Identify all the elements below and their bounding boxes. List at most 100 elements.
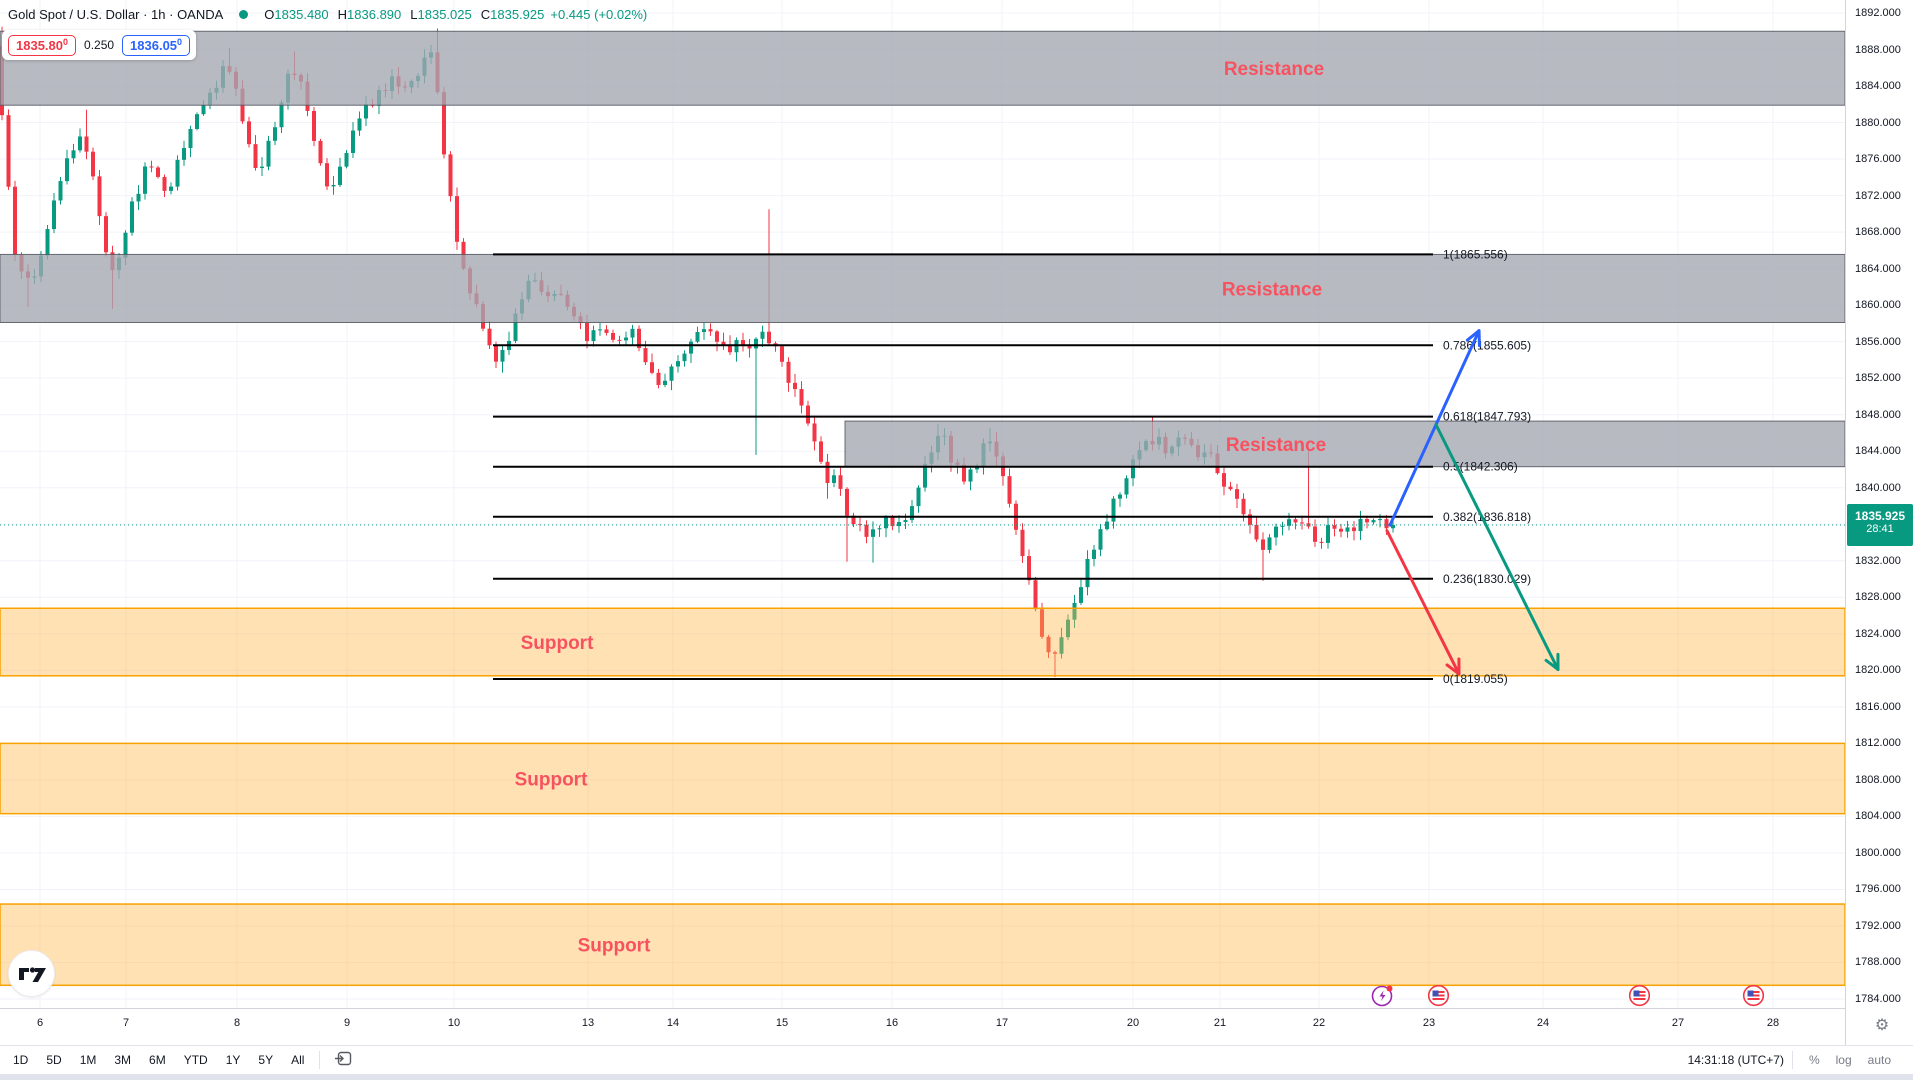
us-flag-event-icon[interactable] xyxy=(1427,984,1450,1007)
zone-label: Resistance xyxy=(1222,279,1322,300)
us-flag-event-icon[interactable] xyxy=(1628,984,1651,1007)
time-axis[interactable]: 6 7 8 9 10 13 14 15 16 17 20 21 22 23 24 27 28 xyxy=(0,1008,1845,1045)
candle xyxy=(331,184,336,187)
candle xyxy=(1313,526,1317,542)
log-scale-button[interactable]: log xyxy=(1835,1053,1852,1067)
candle xyxy=(1391,524,1395,529)
zone-label: Resistance xyxy=(1226,435,1326,456)
percent-scale-button[interactable]: % xyxy=(1808,1053,1820,1067)
range-button-1y[interactable]: 1Y xyxy=(225,1053,241,1067)
price-axis-label: 1784.000 xyxy=(1855,993,1901,1005)
us-flag-event-icon[interactable] xyxy=(1742,984,1765,1007)
go-to-date-button[interactable] xyxy=(328,1048,359,1072)
candle xyxy=(1248,514,1252,525)
candle xyxy=(1300,522,1304,524)
candle xyxy=(195,114,199,129)
axis-settings-gear-icon[interactable]: ⚙ xyxy=(1874,1017,1890,1034)
last-price-value: 1835.925 xyxy=(1854,508,1906,523)
candle xyxy=(1332,525,1337,529)
range-button-5y[interactable]: 5Y xyxy=(258,1053,274,1067)
rejection-projection-arrow[interactable] xyxy=(1434,423,1560,671)
candlestick-chart[interactable]: Resistance Resistance Resistance Support Sup… xyxy=(0,0,1845,1008)
rejection-projection-arrow-shaft xyxy=(1434,423,1560,671)
symbol-title[interactable]: Gold Spot / U.S. Dollar · 1h · OANDA xyxy=(8,6,224,22)
price-axis-label: 1844.000 xyxy=(1855,445,1901,458)
time-axis-label: 8 xyxy=(233,1017,241,1029)
bearish-projection-arrow[interactable] xyxy=(1385,529,1461,676)
resistance-zone[interactable] xyxy=(844,420,1845,468)
change-value: +0.445 (+0.02%) xyxy=(550,6,648,22)
market-status-icon[interactable] xyxy=(239,9,249,19)
session-clock[interactable]: 14:31:18 (UTC+7) xyxy=(1687,1053,1784,1067)
candle xyxy=(182,148,186,160)
candle xyxy=(13,186,17,255)
candle xyxy=(825,461,830,483)
price-axis[interactable]: 1835.925 28:41 1892.000 1888.000 1884.000 1… xyxy=(1845,0,1913,1045)
tradingview-logo[interactable] xyxy=(8,950,55,997)
calendar-arrow-icon xyxy=(335,1051,352,1066)
range-button-5d[interactable]: 5D xyxy=(46,1053,62,1067)
ohlc-o: O1835.480 xyxy=(264,6,329,22)
candle xyxy=(598,329,602,331)
candle xyxy=(780,346,784,362)
candle xyxy=(1261,539,1265,550)
price-axis-label: 1864.000 xyxy=(1855,262,1901,275)
candle xyxy=(455,196,459,242)
candle xyxy=(45,229,50,256)
support-zone[interactable] xyxy=(0,903,1845,987)
candle xyxy=(1085,558,1090,588)
range-button-1m[interactable]: 1M xyxy=(79,1053,97,1067)
support-zone[interactable] xyxy=(0,607,1845,677)
price-axis-label: 1884.000 xyxy=(1855,80,1901,93)
candle xyxy=(741,340,745,347)
support-zone[interactable] xyxy=(0,742,1845,815)
candle xyxy=(318,140,323,164)
candle xyxy=(1280,525,1285,527)
candle xyxy=(767,331,771,344)
candle xyxy=(1352,527,1356,532)
candle xyxy=(799,389,804,406)
candle xyxy=(897,522,901,527)
candle xyxy=(1066,619,1070,638)
candle xyxy=(1228,486,1233,490)
price-axis-label: 1852.000 xyxy=(1855,372,1901,385)
candle xyxy=(786,361,791,383)
price-axis-label: 1888.000 xyxy=(1855,43,1901,56)
candle xyxy=(1254,524,1259,540)
bullish-projection-arrow[interactable] xyxy=(1388,329,1481,527)
candle xyxy=(65,158,69,182)
price-axis-label: 1848.000 xyxy=(1855,408,1901,421)
candle xyxy=(448,154,453,197)
bearish-projection-arrow-head xyxy=(1445,663,1461,676)
range-button-ytd[interactable]: YTD xyxy=(183,1053,208,1067)
resistance-zone[interactable] xyxy=(0,30,1845,106)
range-button-3m[interactable]: 3M xyxy=(114,1053,132,1067)
price-axis-label: 1876.000 xyxy=(1855,153,1901,166)
range-button-all[interactable]: All xyxy=(291,1053,305,1067)
candle xyxy=(1092,549,1096,559)
candle xyxy=(591,330,596,342)
candle xyxy=(1053,652,1057,654)
range-button-6m[interactable]: 6M xyxy=(149,1053,166,1067)
range-button-1d[interactable]: 1D xyxy=(13,1053,29,1067)
candle xyxy=(78,136,82,151)
chart-plot-area[interactable]: Resistance Resistance Resistance Support Sup… xyxy=(0,0,1845,1008)
candle xyxy=(84,136,89,152)
buy-button[interactable]: 1836.05 0 xyxy=(122,34,191,56)
time-axis-label: 7 xyxy=(122,1017,130,1029)
resistance-zone[interactable] xyxy=(0,253,1845,323)
candle xyxy=(175,159,180,187)
bottom-toolbar: 1D 5D 1M 3M 6M YTD 1Y 5Y All 14:31:18 (UTC+7) % … xyxy=(0,1045,1913,1074)
candle xyxy=(682,353,687,362)
sell-button[interactable]: 1835.80 0 xyxy=(8,34,77,56)
candle xyxy=(903,520,908,523)
price-axis-label: 1856.000 xyxy=(1855,335,1901,348)
time-axis-label: 23 xyxy=(1422,1017,1436,1029)
zone-label: Support xyxy=(515,770,588,791)
time-axis-label: 28 xyxy=(1766,1017,1780,1029)
economic-event-icon[interactable] xyxy=(1371,984,1394,1007)
auto-scale-button[interactable]: auto xyxy=(1867,1053,1891,1067)
ohlc-l: L1835.025 xyxy=(410,6,472,22)
candle xyxy=(6,115,11,187)
